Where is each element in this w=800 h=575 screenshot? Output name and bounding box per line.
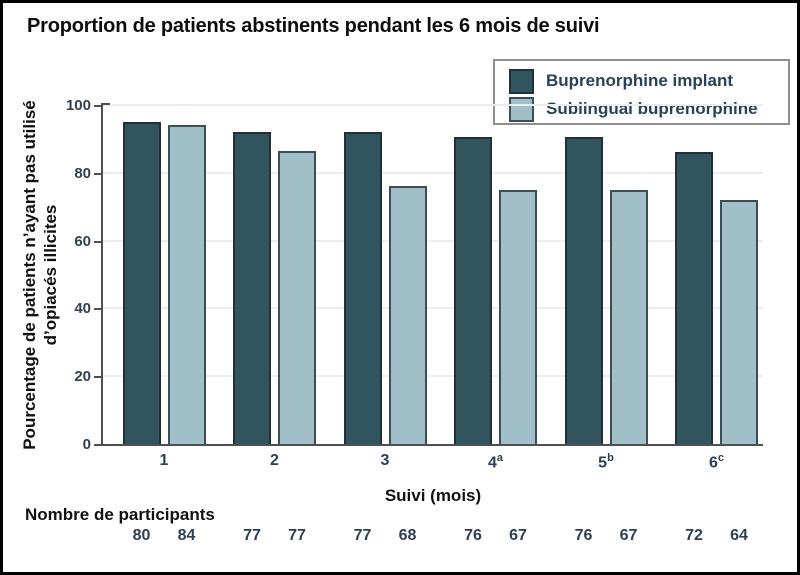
gridline-20 — [103, 375, 763, 378]
participants-month-6-sublingual: 64 — [730, 527, 748, 544]
y-axis-line — [101, 103, 103, 446]
y-tick-80 — [94, 172, 101, 175]
implant-swatch-icon — [509, 68, 534, 94]
participants-month-3-sublingual: 68 — [398, 527, 417, 544]
bar-sublingual-buprenorphine-month-6 — [720, 199, 758, 444]
bar-buprenorphine-implant-month-6 — [675, 152, 713, 444]
legend-item-implant: Buprenorphine implant — [509, 67, 788, 95]
chart-title: Proportion de patients abstinents pendan… — [27, 15, 600, 37]
bar-buprenorphine-implant-month-4 — [454, 137, 492, 444]
bar-sublingual-buprenorphine-month-5 — [609, 189, 648, 444]
x-tick-label-6: 6c — [708, 452, 725, 472]
y-axis-label: Pourcentage de patients n’ayant pas util… — [19, 65, 63, 485]
x-axis-label: Suivi (mois) — [384, 486, 482, 505]
participants-month-2-implant: 77 — [243, 527, 261, 544]
bar-buprenorphine-implant-month-5 — [564, 137, 603, 444]
legend-item-sublingual: Sublingual buprenorphine — [509, 95, 788, 123]
x-tick-label-3: 3 — [380, 452, 390, 469]
bar-sublingual-buprenorphine-month-1 — [167, 125, 206, 444]
legend-label-implant: Buprenorphine implant — [546, 71, 733, 90]
bar-sublingual-buprenorphine-month-4 — [499, 189, 537, 444]
legend: Buprenorphine implant Sublingual bupreno… — [493, 59, 790, 125]
x-tick-superscript-b: b — [607, 452, 614, 464]
y-tick-100 — [94, 105, 101, 107]
legend-label-sublingual: Sublingual buprenorphine — [546, 99, 758, 118]
y-tick-label-40: 40 — [74, 300, 91, 318]
x-tick-label-1: 1 — [159, 452, 169, 469]
y-axis-top-cap — [101, 103, 110, 105]
y-tick-20 — [94, 376, 101, 379]
y-tick-label-0: 0 — [82, 436, 91, 453]
participants-month-4-sublingual: 67 — [509, 527, 527, 544]
participants-row-label: Nombre de participants — [25, 505, 215, 524]
gridline-80 — [103, 171, 763, 174]
participants-month-5-sublingual: 67 — [619, 527, 638, 544]
bar-sublingual-buprenorphine-month-3 — [388, 186, 427, 444]
y-axis-label-line2: d’opiacés illicites — [41, 204, 61, 346]
y-tick-label-100: 100 — [65, 97, 91, 114]
y-tick-label-80: 80 — [74, 164, 91, 182]
gridline-100 — [103, 104, 763, 106]
participants-month-3-implant: 77 — [353, 527, 372, 544]
y-tick-label-60: 60 — [74, 232, 91, 250]
x-tick-superscript-c: c — [717, 452, 725, 464]
gridline-40 — [103, 307, 763, 310]
x-tick-label-4: 4a — [487, 452, 504, 472]
participants-month-1-sublingual: 84 — [177, 527, 196, 544]
bar-buprenorphine-implant-month-1 — [122, 121, 161, 444]
y-tick-60 — [94, 240, 101, 243]
sublingual-swatch-icon — [509, 96, 534, 122]
participants-month-5-implant: 76 — [574, 527, 593, 544]
gridline-60 — [103, 239, 763, 242]
x-tick-label-5: 5b — [598, 452, 614, 472]
y-tick-label-20: 20 — [74, 368, 91, 386]
participants-month-2-sublingual: 77 — [288, 527, 306, 544]
y-tick-0 — [94, 444, 101, 446]
participants-month-6-implant: 72 — [685, 527, 703, 544]
bar-buprenorphine-implant-month-3 — [343, 132, 382, 444]
x-tick-superscript-a: a — [496, 452, 504, 464]
y-axis-label-line1: Pourcentage de patients n’ayant pas util… — [20, 100, 39, 450]
x-axis-line — [101, 444, 763, 446]
y-tick-40 — [94, 308, 101, 311]
participants-month-1-implant: 80 — [132, 527, 151, 544]
bar-sublingual-buprenorphine-month-2 — [278, 150, 316, 444]
x-tick-label-2: 2 — [270, 452, 279, 469]
participants-month-4-implant: 76 — [464, 527, 482, 544]
bar-buprenorphine-implant-month-2 — [233, 132, 271, 444]
